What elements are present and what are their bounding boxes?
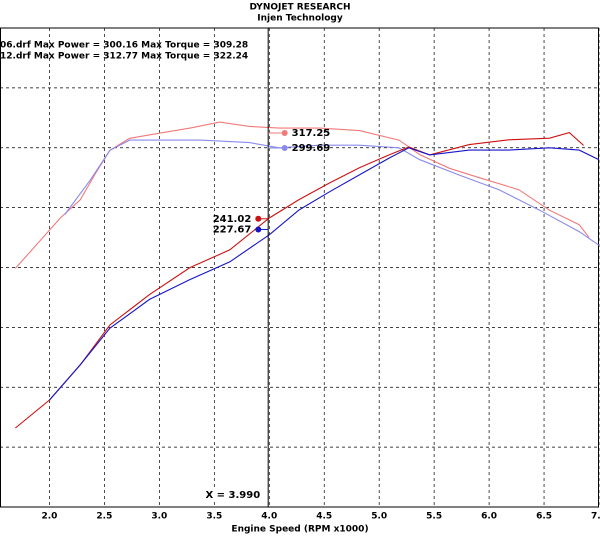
x-tick-label: 5.0	[371, 512, 387, 522]
cursor-label-bg	[198, 489, 265, 501]
chart-subtitle: Injen Technology	[257, 14, 343, 24]
x-tick-label: 4.5	[316, 512, 332, 522]
value-marker	[281, 129, 288, 136]
x-tick-label: 6.0	[481, 512, 497, 522]
series-line	[15, 131, 584, 429]
cursor-label: X = 3.990	[205, 490, 260, 501]
value-marker	[255, 215, 262, 222]
run-summary: 06.drf Max Power = 300.16 Max Torque = 3…	[0, 41, 248, 51]
series-line	[49, 147, 600, 401]
value-label: 241.02	[213, 214, 252, 225]
value-label: 317.25	[292, 128, 331, 139]
x-tick-label: 4.0	[261, 512, 277, 522]
value-marker	[281, 145, 288, 152]
value-label: 227.67	[213, 224, 252, 235]
run-summary: 12.drf Max Power = 312.77 Max Torque = 3…	[0, 52, 248, 62]
x-tick-label: 3.5	[206, 512, 222, 522]
value-marker	[255, 226, 262, 233]
x-tick-label: 2.5	[96, 512, 112, 522]
x-tick-label: 5.5	[426, 512, 442, 522]
x-axis-label: Engine Speed (RPM x1000)	[231, 525, 368, 535]
x-tick-label: 6.5	[536, 512, 552, 522]
x-tick-label: 2.0	[41, 512, 57, 522]
chart-title: DYNOJET RESEARCH	[249, 3, 350, 13]
x-tick-label: 7.0	[591, 512, 600, 522]
series-line	[64, 139, 600, 246]
value-label: 299.69	[292, 143, 331, 154]
x-tick-label: 3.0	[151, 512, 167, 522]
